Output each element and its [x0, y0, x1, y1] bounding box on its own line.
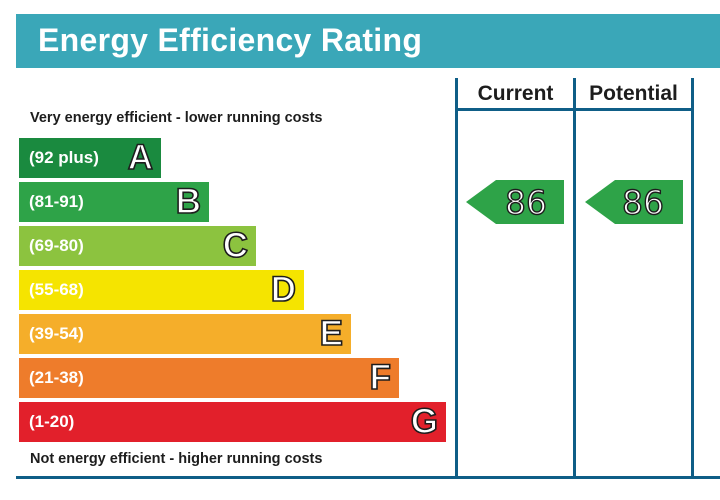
caption-top: Very energy efficient - lower running co… — [30, 110, 323, 126]
band-range-label: (69-80) — [29, 236, 84, 255]
band-range-label: (92 plus) — [29, 148, 99, 167]
band-letter: G — [410, 401, 439, 442]
band-letter: B — [175, 181, 202, 222]
band-letter: C — [222, 225, 249, 266]
grid-line — [573, 78, 576, 478]
band-range-label: (55-68) — [29, 280, 84, 299]
column-header-potential: Potential — [589, 82, 678, 105]
page-title: Energy Efficiency Rating — [38, 22, 423, 58]
rating-band-d: (55-68) D — [19, 269, 304, 310]
rating-band-g: (1-20) G — [19, 401, 446, 442]
bottom-rule — [16, 476, 720, 479]
band-letter: E — [319, 313, 344, 354]
rating-band-a: (92 plus) A — [19, 137, 161, 178]
rating-band-e: (39-54) E — [19, 313, 351, 354]
band-letter: A — [127, 137, 154, 178]
column-header-current: Current — [477, 82, 554, 105]
grid-line — [455, 78, 458, 478]
rating-band-c: (69-80) C — [19, 225, 256, 266]
potential-rating-value: 86 — [622, 183, 664, 222]
current-rating-marker — [466, 180, 564, 224]
rating-band-b: (81-91) B — [19, 181, 209, 222]
caption-bottom: Not energy efficient - higher running co… — [30, 451, 323, 467]
rating-band-f: (21-38) F — [19, 357, 399, 398]
potential-rating-arrow: 86 — [585, 180, 683, 224]
grid-line — [691, 78, 694, 478]
potential-rating-marker — [585, 180, 683, 224]
header-bar: Energy Efficiency Rating — [16, 14, 720, 68]
current-rating-arrow: 86 — [466, 180, 564, 224]
band-letter: D — [270, 269, 297, 310]
band-range-label: (39-54) — [29, 324, 84, 343]
band-range-label: (1-20) — [29, 412, 75, 431]
band-range-label: (81-91) — [29, 192, 84, 211]
current-rating-value: 86 — [505, 183, 547, 222]
grid-line — [455, 108, 694, 111]
band-letter: F — [369, 357, 392, 398]
band-range-label: (21-38) — [29, 368, 84, 387]
